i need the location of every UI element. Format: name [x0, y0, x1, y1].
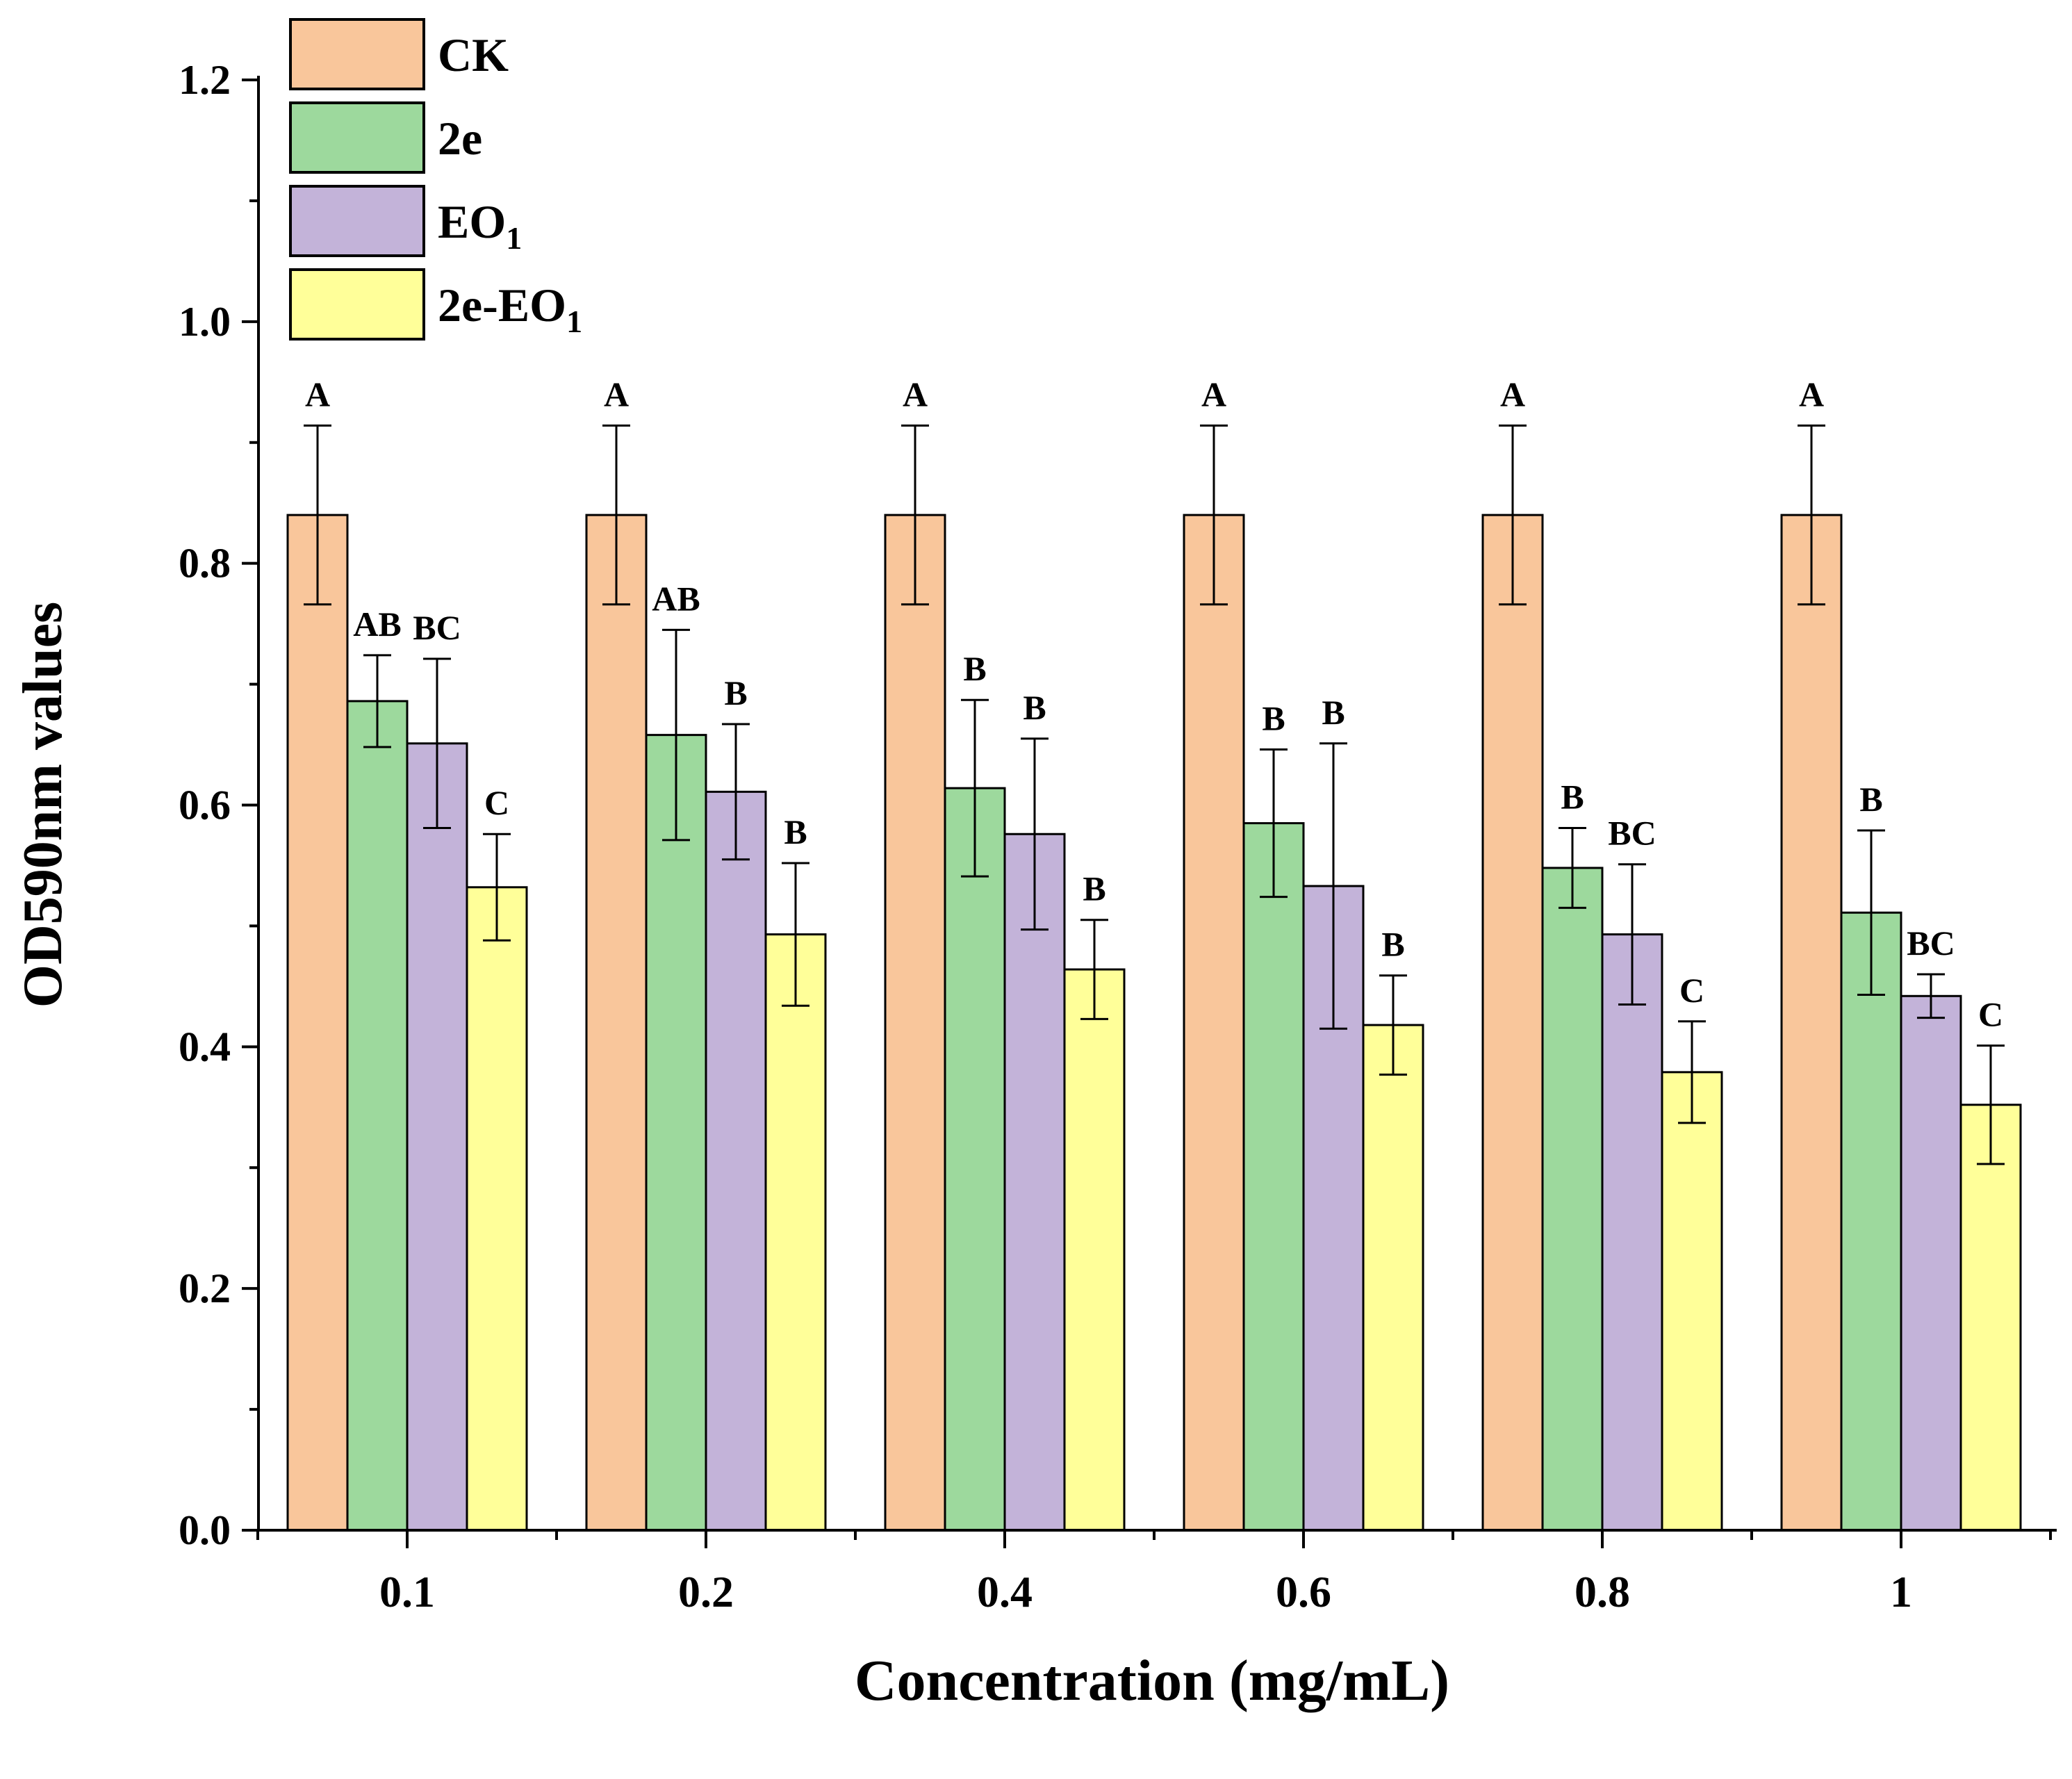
bar-2e-EO1-0.2: [764, 933, 827, 1532]
significance-label: B: [963, 649, 986, 688]
significance-label: B: [1859, 780, 1882, 819]
bar-2e-0.2: [645, 734, 707, 1532]
y-tick-label: 0.6: [179, 782, 231, 828]
significance-label: B: [1381, 925, 1404, 964]
legend-swatch-2e: [289, 101, 425, 174]
significance-label: B: [1083, 869, 1105, 908]
significance-label: AB: [652, 579, 700, 618]
bar-EO1-1: [1900, 994, 1962, 1532]
x-tick-label: 0.4: [977, 1567, 1033, 1616]
y-tick-label: 1.2: [179, 57, 231, 103]
legend-label-main: 2e: [438, 112, 482, 165]
significance-label: A: [1799, 375, 1824, 413]
bar-CK-0.6: [1183, 514, 1245, 1532]
bar-CK-0.2: [585, 514, 648, 1532]
significance-label: BC: [413, 608, 461, 647]
legend-label-2e: 2e: [438, 112, 482, 165]
legend-swatch-EO1: [289, 185, 425, 257]
significance-label: BC: [1608, 814, 1656, 853]
significance-label: B: [784, 812, 807, 851]
x-tick-label: 0.1: [379, 1567, 435, 1616]
y-tick-label: 0.4: [179, 1024, 231, 1069]
bar-EO1-0.8: [1601, 933, 1663, 1532]
bar-CK-0.8: [1481, 514, 1544, 1532]
significance-label: AB: [353, 605, 401, 643]
significance-label: A: [1500, 375, 1525, 413]
legend-label-main: 2e-EO: [438, 279, 566, 331]
significance-label: C: [1978, 995, 2003, 1034]
significance-label: A: [1201, 375, 1226, 413]
significance-label: A: [305, 375, 330, 413]
y-axis-title: OD590nm values: [13, 602, 74, 1008]
significance-label: A: [903, 375, 928, 413]
significance-label: B: [1561, 778, 1584, 817]
bar-2e-0.4: [944, 787, 1006, 1532]
x-tick-label: 1: [1890, 1567, 1912, 1616]
bar-EO1-0.2: [705, 790, 767, 1532]
x-tick-label: 0.8: [1574, 1567, 1630, 1616]
bar-2e-EO1-1: [1959, 1104, 2022, 1532]
significance-label: A: [604, 375, 629, 413]
bar-2e-0.6: [1242, 822, 1305, 1532]
significance-label: C: [1679, 971, 1704, 1010]
bars-layer: [286, 514, 2022, 1532]
bar-2e-1: [1840, 911, 1902, 1532]
legend-label-CK: CK: [438, 28, 509, 81]
x-tick-label: 0.6: [1276, 1567, 1331, 1616]
bar-CK-1: [1780, 514, 1843, 1532]
bar-2e-0.8: [1541, 867, 1604, 1532]
legend-label-subscript: 1: [566, 304, 582, 339]
bar-2e-EO1-0.1: [466, 886, 528, 1532]
y-tick-label: 1.0: [179, 299, 231, 345]
legend-label-EO1: EO1: [438, 195, 522, 256]
x-tick-label: 0.2: [678, 1567, 734, 1616]
significance-label: B: [1262, 698, 1285, 737]
bar-2e-0.1: [346, 700, 409, 1532]
axes-layer: 0.0 0.2 0.4 0.6 0.8 1.0 1.2 0.1 0.2 0.4 0.6 0.8 1: [179, 57, 2057, 1616]
legend-label-subscript: 1: [506, 220, 522, 256]
legend-swatch-2e-EO1: [289, 268, 425, 341]
y-tick-label: 0.8: [179, 541, 231, 587]
significance-label: B: [1023, 688, 1046, 727]
bar-2e-EO1-0.8: [1661, 1071, 1723, 1532]
bar-2e-EO1-0.4: [1063, 968, 1126, 1532]
significance-label: C: [484, 783, 509, 822]
bar-CK-0.1: [286, 514, 349, 1532]
legend-label-2e-EO1: 2e-EO1: [438, 279, 582, 339]
bar-EO1-0.1: [406, 742, 468, 1532]
y-tick-label: 0.2: [179, 1265, 231, 1311]
legend-label-main: CK: [438, 28, 509, 81]
significance-label: B: [724, 673, 747, 712]
bar-EO1-0.4: [1003, 833, 1066, 1532]
significance-label: BC: [1907, 924, 1955, 962]
legend-label-main: EO: [438, 195, 506, 248]
x-axis-title: Concentration (mg/mL): [855, 1648, 1449, 1713]
error-bars-layer: [304, 424, 2005, 1165]
significance-label: B: [1322, 693, 1345, 732]
legend-swatch-CK: [289, 18, 425, 90]
bar-2e-EO1-0.6: [1362, 1024, 1424, 1532]
y-tick-label: 0.0: [179, 1507, 231, 1553]
bar-CK-0.4: [884, 514, 946, 1532]
